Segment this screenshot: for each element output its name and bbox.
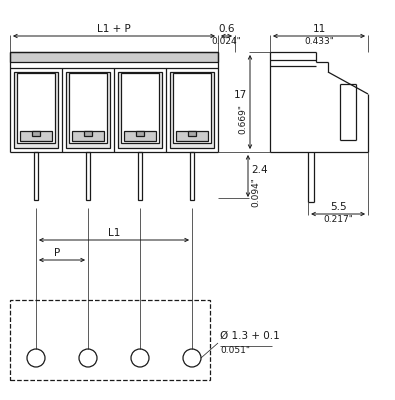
Bar [69, 73, 107, 143]
Bar [32, 131, 40, 136]
Bar [20, 131, 52, 141]
Bar [176, 131, 208, 141]
Text: L1 + P: L1 + P [97, 24, 131, 34]
Bar [138, 152, 142, 200]
Text: Ø 1.3 + 0.1: Ø 1.3 + 0.1 [220, 331, 280, 341]
Text: 0.217": 0.217" [323, 215, 353, 224]
Bar [121, 73, 159, 143]
Text: P: P [54, 248, 60, 258]
Bar [173, 73, 211, 143]
Bar [66, 72, 110, 148]
Text: 0.051": 0.051" [220, 346, 250, 355]
Text: 5.5: 5.5 [330, 202, 346, 212]
Text: 17: 17 [234, 90, 247, 100]
Text: 0.669": 0.669" [238, 104, 247, 134]
Text: 11: 11 [312, 24, 325, 34]
Bar [86, 152, 90, 200]
Bar [34, 152, 38, 200]
Bar [17, 73, 55, 143]
Bar [190, 152, 194, 200]
Text: 0.094": 0.094" [251, 177, 260, 207]
Text: 2.4: 2.4 [251, 165, 268, 175]
Bar [14, 72, 58, 148]
Bar [136, 131, 144, 136]
Bar [10, 52, 218, 62]
Bar [124, 131, 156, 141]
Text: L1: L1 [108, 228, 120, 238]
Bar [72, 131, 104, 141]
Text: 0.024": 0.024" [212, 37, 241, 46]
Bar [170, 72, 214, 148]
Text: 0.433": 0.433" [304, 37, 334, 46]
Bar [10, 300, 210, 380]
Bar [84, 131, 92, 136]
Bar [188, 131, 196, 136]
Text: 0.6: 0.6 [218, 24, 235, 34]
Bar [118, 72, 162, 148]
